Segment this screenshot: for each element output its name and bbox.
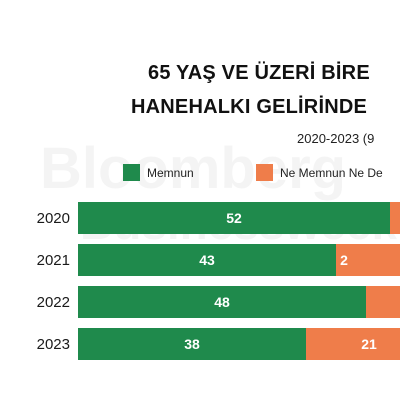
category-label-2023: 2023 <box>37 336 70 353</box>
chart-title-line-2: HANEHALKI GELİRİNDE <box>131 96 368 118</box>
legend-item-memnun: Memnun <box>123 164 194 181</box>
data-label-ne-memnun-2021: 2 <box>340 252 348 268</box>
bar-ne-memnun-2022 <box>366 286 400 318</box>
category-label-2021: 2021 <box>37 252 70 269</box>
bar-memnun-2022 <box>78 286 366 318</box>
data-label-memnun-2021: 43 <box>199 252 215 268</box>
data-label-memnun-2020: 52 <box>226 210 242 226</box>
bar-ne-memnun-2023 <box>306 328 400 360</box>
legend-swatch-memnun <box>123 164 140 181</box>
legend-label-memnun: Memnun <box>147 165 194 180</box>
bar-memnun-2023 <box>78 328 306 360</box>
data-label-memnun-2022: 48 <box>214 294 230 310</box>
category-label-2020: 2020 <box>37 210 70 227</box>
data-label-ne-memnun-2023: 21 <box>361 336 377 352</box>
bar-ne-memnun-2021 <box>336 244 400 276</box>
bar-ne-memnun-2020 <box>390 202 400 234</box>
bar-memnun-2021 <box>78 244 336 276</box>
category-label-2022: 2022 <box>37 294 70 311</box>
bar-memnun-2020 <box>78 202 390 234</box>
chart-subtitle: 2020-2023 (9 <box>297 131 375 146</box>
chart-title-line-1: 65 YAŞ VE ÜZERİ BİRE <box>148 62 370 84</box>
legend-label-ne-memnun: Ne Memnun Ne De <box>280 165 383 180</box>
data-label-memnun-2023: 38 <box>184 336 200 352</box>
legend-swatch-ne-memnun <box>256 164 273 181</box>
legend-item-ne-memnun: Ne Memnun Ne De <box>256 164 383 181</box>
